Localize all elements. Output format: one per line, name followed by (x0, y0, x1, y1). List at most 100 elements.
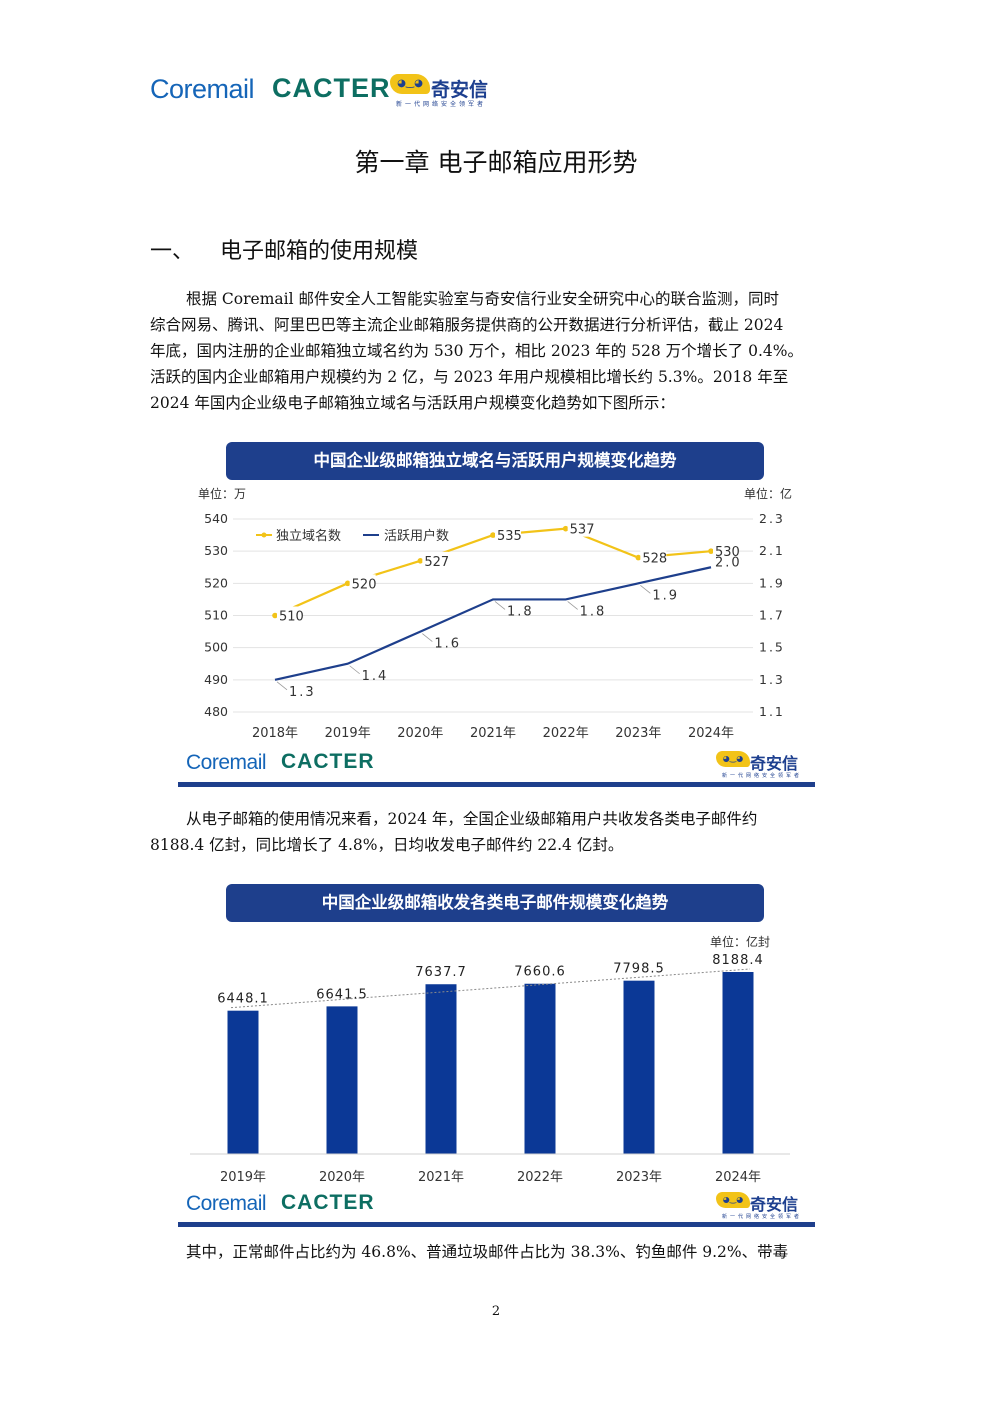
qax-logo: 奇安信 (431, 79, 489, 101)
domains-data-point (344, 580, 351, 587)
domains-label-background (495, 526, 521, 544)
chart-bottom-bar (178, 1222, 815, 1227)
paragraph-line: 综合网易、腾讯、阿里巴巴等主流企业邮箱服务提供商的公开数据进行分析评估，截止 2… (150, 316, 784, 334)
paragraph-line: 8188.4 亿封，同比增长了 4.8%，日均收发电子邮件约 22.4 亿封。 (150, 836, 624, 854)
chapter-title: 第一章 电子邮箱应用形势 (354, 148, 638, 177)
right-tick-label: 1.1 (759, 704, 785, 719)
users-data-label: 2.0 (715, 555, 742, 570)
chart-footer: Coremail CACTER ◕‿◕ 奇安信 新一代网络安全领军者 (186, 1189, 808, 1229)
domains-data-label: 535 (497, 529, 522, 544)
domains-data-label: 537 (570, 523, 595, 538)
domains-label-background (713, 542, 739, 560)
right-tick-label: 2.3 (759, 511, 785, 526)
bar-axis-unit: 单位：亿封 (710, 934, 770, 949)
qax-mascot-icon: ◕‿◕ (716, 1192, 750, 1208)
x-axis-label: 2024年 (688, 726, 734, 741)
bar-value-label: 8188.4 (712, 953, 764, 968)
users-data-label: 1.9 (652, 588, 679, 603)
domains-data-point (635, 554, 642, 561)
right-tick-label: 1.9 (759, 575, 785, 590)
users-data-label: 1.8 (507, 604, 534, 619)
usage-paragraph: 从电子邮箱的使用情况来看，2024 年，全国企业级邮箱用户共收发各类电子邮件约 … (150, 806, 842, 858)
left-tick-label: 490 (204, 672, 228, 687)
domains-data-point (708, 548, 714, 554)
legend-label-domains: 独立域名数 (276, 528, 341, 544)
line-chart-plot: 单位：万 单位：亿 540 2.3 530 2.1 520 1.9 510 1.7 500 1.5… (198, 486, 792, 741)
left-tick-label: 480 (204, 704, 228, 719)
email-volume-chart: 中国企业级邮箱收发各类电子邮件规模变化趋势 单位：亿封 6448.1 6641.5… (178, 882, 815, 1228)
chart-title-banner: 中国企业级邮箱独立域名与活跃用户规模变化趋势 (226, 442, 764, 480)
domains-data-label: 527 (424, 555, 449, 570)
paragraph-line: 2024 年国内企业级电子邮箱独立域名与活跃用户规模变化趋势如下图所示： (150, 394, 675, 412)
chart-footer: Coremail CACTER ◕‿◕ 奇安信 新一代网络安全领军者 (186, 748, 808, 788)
users-data-label: 1.6 (434, 637, 461, 652)
intro-paragraph: 根据 Coremail 邮件安全人工智能实验室与奇安信行业安全研究中心的联合监测… (150, 286, 842, 416)
domains-data-label: 528 (642, 552, 667, 567)
bar (326, 1006, 358, 1154)
bar-value-label: 7798.5 (613, 962, 665, 977)
right-tick-label: 1.5 (759, 640, 785, 655)
left-tick-label: 520 (204, 575, 228, 590)
page-number: 2 (491, 1304, 501, 1319)
left-tick-label: 540 (204, 511, 228, 526)
users-data-label: 1.3 (289, 685, 316, 700)
x-axis-label: 2022年 (517, 1170, 563, 1185)
bar-value-label: 7637.7 (415, 965, 467, 980)
bar (425, 984, 457, 1154)
coremail-logo: Coremail (186, 751, 267, 774)
domains-data-label: 510 (279, 610, 304, 625)
ratio-paragraph: 其中，正常邮件占比约为 46.8%、普通垃圾邮件占比为 38.3%、钓鱼邮件 9… (150, 1239, 842, 1265)
chart-bottom-bar (178, 782, 815, 787)
cacter-logo: CACTER (272, 73, 391, 103)
x-axis-label: 2020年 (319, 1170, 365, 1185)
paragraph-line: 活跃的国内企业邮箱用户规模约为 2 亿，与 2023 年用户规模相比增长约 5.… (150, 368, 789, 386)
domains-data-label: 520 (352, 577, 377, 592)
bar-value-label: 6641.5 (316, 987, 368, 1002)
qax-slogan: 新一代网络安全领军者 (722, 773, 803, 779)
header-logos: Coremail CACTER ◕‿◕ 奇安信 新一代网络安全领军者 (150, 70, 520, 110)
domains-data-label: 530 (715, 545, 740, 560)
x-axis-label: 2020年 (397, 726, 443, 741)
left-axis-unit: 单位：万 (198, 486, 246, 501)
coremail-logo: Coremail (186, 1192, 267, 1215)
domains-label-background (640, 548, 667, 566)
x-axis-label: 2021年 (470, 726, 516, 741)
bar (722, 972, 754, 1154)
qax-mascot-icon: ◕‿◕ (716, 751, 750, 767)
domains-label-background (349, 574, 376, 592)
left-tick-label: 500 (204, 640, 228, 655)
users-label-leader (640, 585, 651, 594)
domains-data-point (417, 558, 424, 564)
domains-label-background (567, 519, 594, 537)
x-axis-label: 2024年 (715, 1170, 761, 1185)
legend-label-users: 活跃用户数 (384, 528, 449, 544)
legend-marker-domains (261, 532, 267, 538)
domains-data-point (562, 525, 569, 532)
qax-slogan: 新一代网络安全领军者 (722, 1214, 803, 1220)
section-number: 一、 (150, 239, 195, 264)
x-axis-label: 2022年 (543, 726, 589, 741)
x-axis-label: 2023年 (615, 726, 661, 741)
bar-chart-plot: 单位：亿封 6448.1 6641.5 7637.7 7660.6 7798.5 8188… (190, 934, 790, 1185)
users-label-leader (276, 681, 288, 691)
users-series-line (274, 566, 712, 681)
right-axis-unit: 单位：亿 (744, 486, 792, 501)
x-axis-label: 2023年 (616, 1170, 662, 1185)
paragraph-line: 从电子邮箱的使用情况来看，2024 年，全国企业级邮箱用户共收发各类电子邮件约 (186, 810, 758, 828)
bar-value-label: 6448.1 (217, 992, 269, 1007)
right-tick-label: 1.3 (759, 672, 785, 687)
coremail-logo: Coremail (150, 74, 255, 104)
users-data-label: 1.4 (362, 669, 389, 684)
users-label-leader (567, 601, 578, 610)
section-title: 电子邮箱的使用规模 (220, 239, 419, 264)
domain-user-trend-chart: 中国企业级邮箱独立域名与活跃用户规模变化趋势 单位：万 单位：亿 540 2.3 5… (178, 440, 815, 790)
users-label-leader (422, 633, 433, 642)
x-axis-label: 2018年 (252, 726, 298, 741)
paragraph-line: 其中，正常邮件占比约为 46.8%、普通垃圾邮件占比为 38.3%、钓鱼邮件 9… (186, 1243, 789, 1261)
users-label-leader (494, 601, 506, 610)
qax-mascot-icon: ◕‿◕ (390, 74, 430, 94)
x-axis-label: 2019年 (220, 1170, 266, 1185)
x-axis-label: 2019年 (325, 726, 371, 741)
cacter-logo: CACTER (281, 1191, 375, 1214)
domains-data-point (272, 612, 278, 619)
